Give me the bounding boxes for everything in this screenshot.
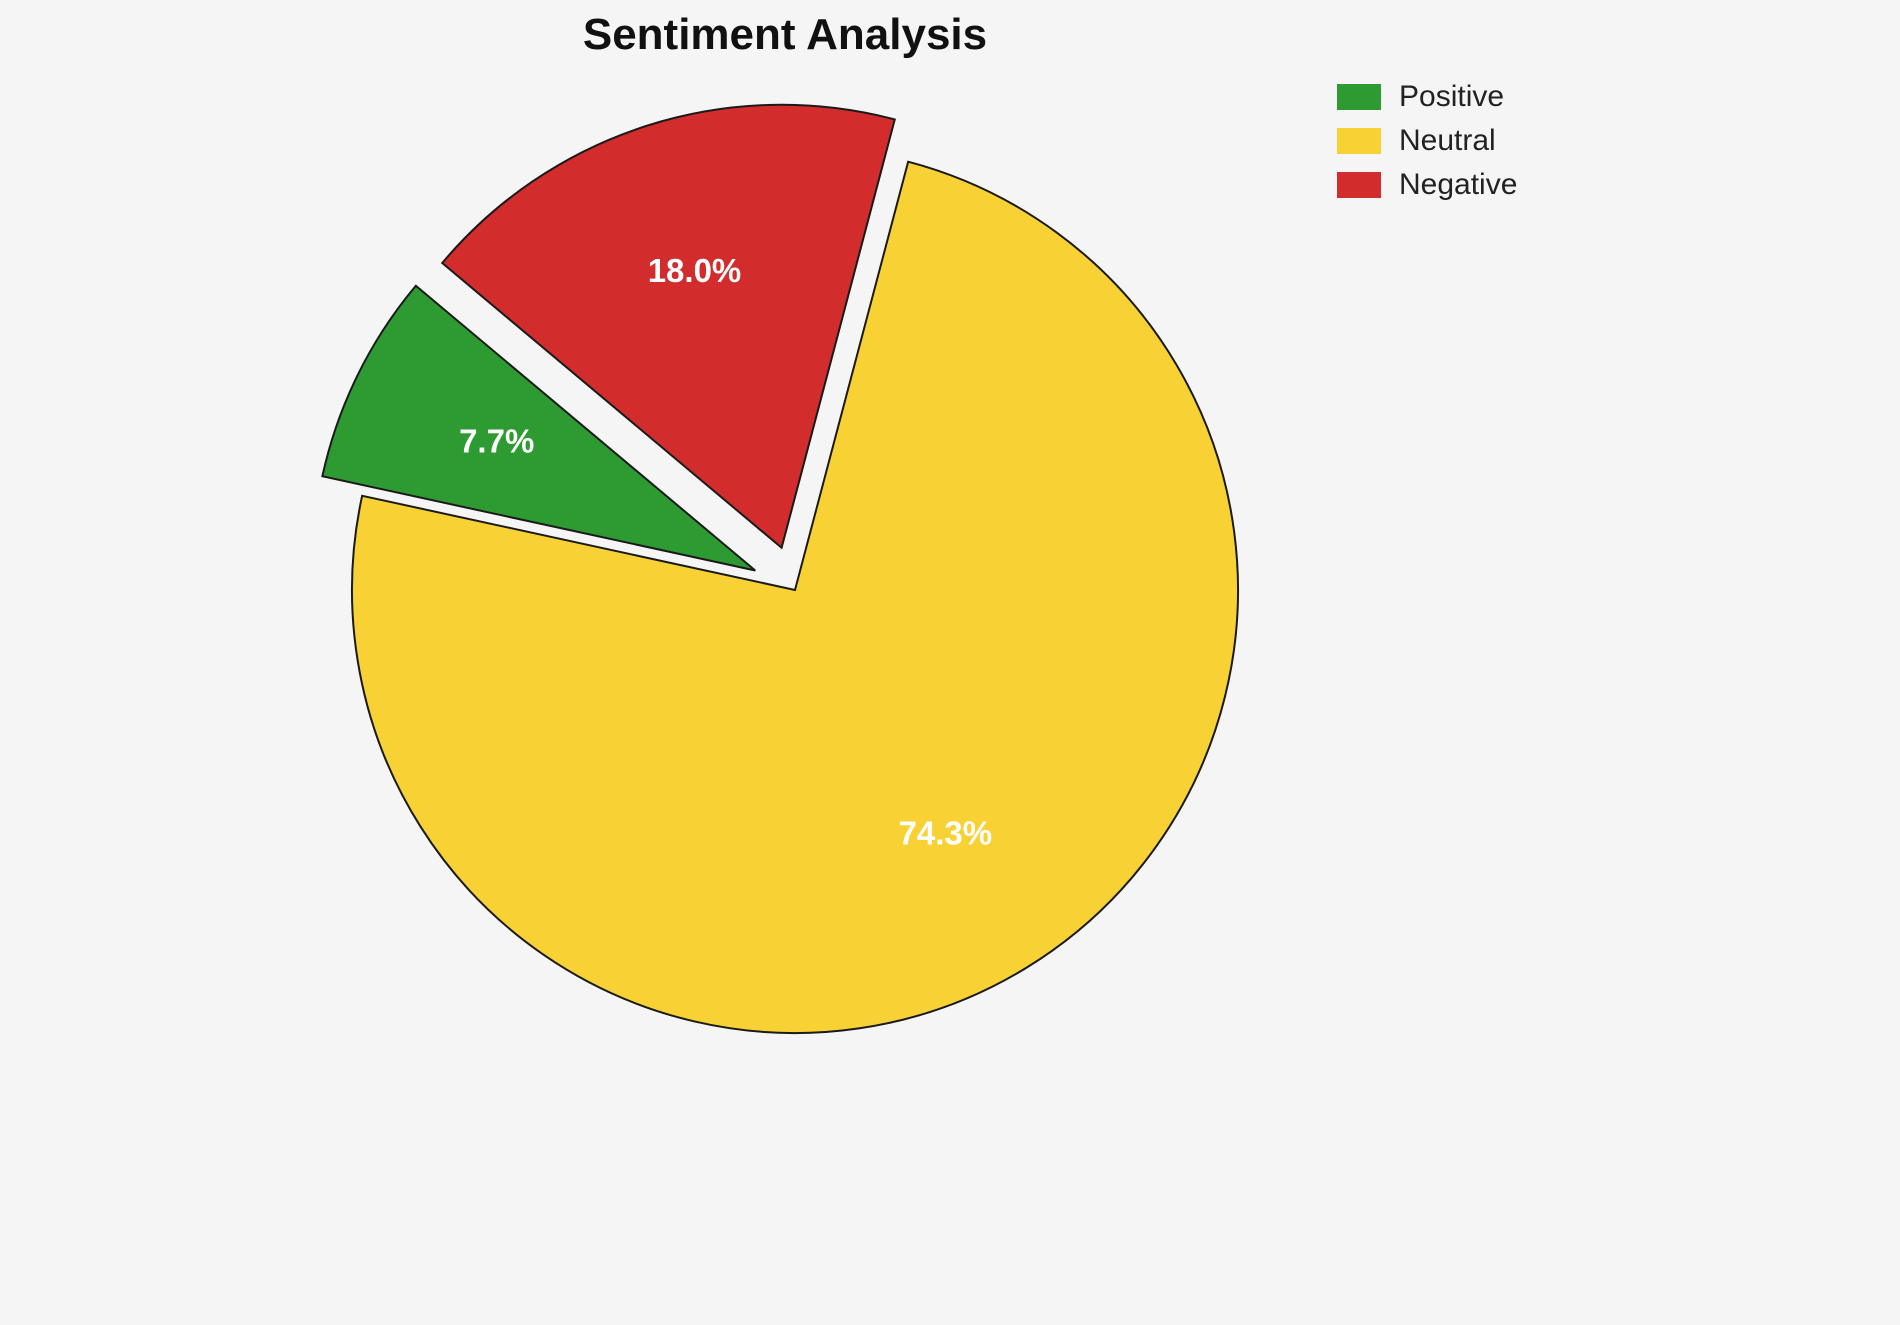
slice-pct-label-neutral: 74.3%	[899, 814, 993, 851]
legend-item-negative: Negative	[1337, 168, 1517, 202]
legend: Positive Neutral Negative	[1337, 80, 1517, 202]
legend-item-neutral: Neutral	[1337, 124, 1517, 158]
pie-slice-neutral	[351, 160, 1239, 1034]
legend-label-neutral: Neutral	[1399, 124, 1496, 157]
slice-pct-label-negative: 18.0%	[648, 252, 742, 289]
legend-swatch-neutral	[1337, 128, 1381, 154]
legend-swatch-negative	[1337, 172, 1381, 198]
chart-title: Sentiment Analysis	[582, 10, 988, 59]
legend-item-positive: Positive	[1337, 80, 1517, 114]
legend-label-positive: Positive	[1399, 80, 1505, 113]
pie-slice-negative	[440, 103, 896, 550]
legend-label-negative: Negative	[1399, 168, 1518, 201]
legend-swatch-positive	[1337, 84, 1381, 110]
pie-slice-positive	[321, 284, 756, 572]
slice-pct-label-positive: 7.7%	[459, 422, 534, 459]
